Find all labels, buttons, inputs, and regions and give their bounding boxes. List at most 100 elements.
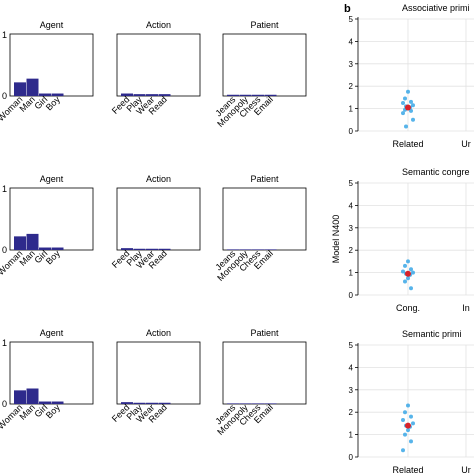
data-point (406, 259, 410, 264)
data-point (409, 439, 413, 444)
panel-b-label: b (344, 3, 351, 15)
bar-man (26, 78, 39, 96)
x-tick-label: Related (392, 465, 423, 474)
chart-title: Associative primi (402, 3, 470, 13)
bar-monopoly (239, 94, 252, 96)
mean-marker (405, 104, 411, 111)
data-point (403, 96, 407, 101)
bar-man (26, 388, 39, 404)
bar-read (158, 94, 171, 96)
bar-wear (146, 94, 158, 96)
data-point (409, 99, 413, 104)
bar-girl (39, 401, 51, 404)
bar-woman (14, 390, 26, 404)
bar-email (264, 249, 277, 250)
dot-chart-b2: Semantic congre 0 1 2 3 4 5 Cong. In Model N400 (331, 167, 474, 313)
x-tick-label: Ur (461, 139, 471, 149)
x-tick-label: Related (392, 139, 423, 149)
bar-man (26, 233, 39, 250)
y-tick-label: 0 (2, 91, 7, 101)
y-tick-label: 1 (2, 338, 7, 348)
plot-frame (222, 33, 307, 97)
data-point (406, 89, 410, 94)
y-tick-label: 0 (2, 399, 7, 409)
chart-title: Patient (250, 328, 279, 338)
data-point (411, 103, 415, 108)
y-tick-label: 2 (349, 408, 354, 417)
bar-read (158, 248, 171, 250)
x-tick-label: In (462, 303, 470, 313)
mean-marker (405, 422, 411, 429)
bar-monopoly (239, 249, 252, 250)
x-tick-label: Boy (44, 94, 62, 112)
chart-title: Patient (250, 174, 279, 184)
bar-chess (252, 403, 264, 404)
bar-email (264, 94, 277, 96)
bar-feed (121, 93, 133, 96)
bar-jeans (227, 94, 239, 96)
y-tick-label: 2 (349, 246, 354, 255)
y-tick-label: 3 (349, 224, 354, 233)
data-point (401, 111, 405, 116)
data-point (411, 421, 415, 426)
data-point (406, 403, 410, 408)
y-tick-label: 1 (349, 105, 354, 114)
bar-wear (146, 248, 158, 250)
bar-read (158, 402, 171, 404)
x-tick-label: Boy (44, 402, 62, 420)
plot-frame (222, 341, 307, 405)
y-tick-label: 4 (349, 201, 354, 210)
y-tick-label: 5 (349, 341, 354, 350)
y-tick-label: 5 (349, 179, 354, 188)
data-point (401, 448, 405, 453)
plot-frame (116, 341, 201, 405)
y-tick-label: 0 (349, 291, 354, 300)
chart-title: Agent (40, 174, 64, 184)
y-tick-label: 4 (349, 363, 354, 372)
data-point (403, 410, 407, 415)
bar-jeans (227, 249, 239, 250)
bar-play (133, 402, 146, 404)
bar-feed (121, 402, 133, 404)
y-tick-label: 0 (349, 127, 354, 136)
y-axis-label: Model N400 (331, 215, 341, 264)
y-tick-label: 0 (2, 245, 7, 255)
plot-frame (116, 33, 201, 97)
data-point (401, 269, 405, 274)
bar-chess (252, 249, 264, 250)
data-point (411, 270, 415, 275)
chart-title: Action (146, 328, 171, 338)
bar-boy (51, 93, 64, 96)
y-tick-label: 3 (349, 386, 354, 395)
bar-girl (39, 93, 51, 96)
x-tick-label: Cong. (396, 303, 420, 313)
y-tick-label: 4 (349, 37, 354, 46)
data-point (403, 263, 407, 268)
bar-play (133, 248, 146, 250)
chart-title: Agent (40, 328, 64, 338)
chart-title: Semantic congre (402, 167, 470, 177)
bar-jeans (227, 403, 239, 404)
chart-title: Patient (250, 20, 279, 30)
y-tick-label: 1 (2, 184, 7, 194)
bar-monopoly (239, 403, 252, 404)
data-point (404, 124, 408, 129)
mean-marker (405, 270, 411, 277)
bar-boy (51, 401, 64, 404)
data-point (409, 414, 413, 419)
x-tick-label: Ur (461, 465, 471, 474)
data-point (401, 418, 405, 423)
bar-girl (39, 247, 51, 250)
data-point (411, 117, 415, 122)
chart-title: Agent (40, 20, 64, 30)
bar-play (133, 94, 146, 96)
bar-boy (51, 247, 64, 250)
data-point (403, 432, 407, 437)
